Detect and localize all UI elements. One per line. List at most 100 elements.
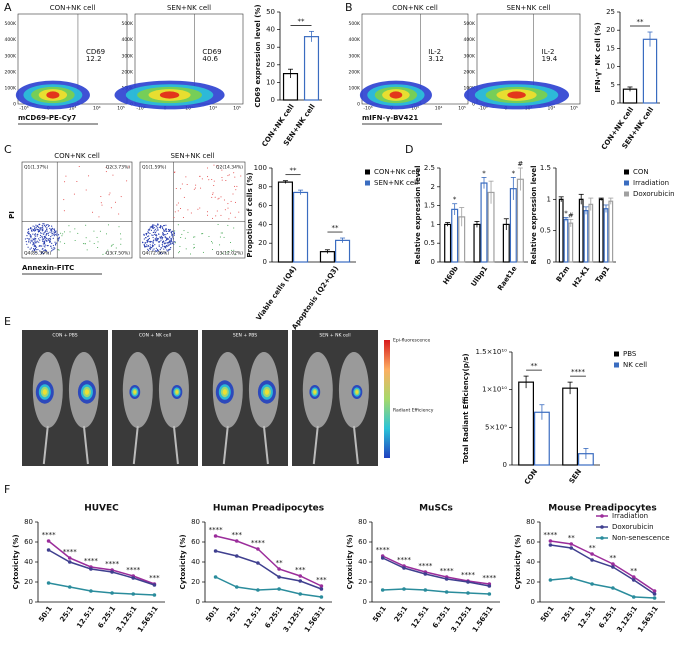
event-dot <box>207 214 209 216</box>
event-dot <box>212 242 214 244</box>
flow-y-tick: 500K <box>463 21 476 27</box>
event-dot <box>164 237 166 239</box>
y-tick-label: 20 <box>358 578 367 586</box>
flow-x-tick: 10⁴ <box>209 106 217 112</box>
data-point <box>548 578 553 582</box>
event-dot <box>195 184 197 186</box>
event-dot <box>150 229 152 231</box>
y-tick-label: 60 <box>258 202 267 210</box>
flow-y-tick: 400K <box>463 37 476 43</box>
flow-y-tick: 500K <box>348 21 361 27</box>
event-dot <box>225 180 227 182</box>
event-dot <box>45 234 47 236</box>
data-point <box>67 585 72 589</box>
event-dot <box>48 234 50 237</box>
event-dot <box>74 239 76 241</box>
event-dot <box>234 176 236 178</box>
x-tick-label: H60b <box>442 265 460 286</box>
event-dot <box>162 242 164 244</box>
y-tick-label: 5×10⁹ <box>485 423 507 431</box>
event-dot <box>163 230 165 232</box>
mouse-tail <box>42 425 49 465</box>
significance-label: **** <box>440 567 455 575</box>
event-dot <box>34 245 37 247</box>
data-point <box>46 581 51 585</box>
gate-name: CD69 <box>202 48 221 56</box>
series-line <box>382 555 490 585</box>
event-dot <box>171 230 173 232</box>
event-dot <box>76 181 78 183</box>
event-dot <box>43 249 45 251</box>
data-point <box>652 589 657 593</box>
event-dot <box>42 229 44 231</box>
y-tick-label: 20 <box>24 578 33 586</box>
event-dot <box>74 228 76 230</box>
flow-x-tick: 10⁵ <box>117 106 125 112</box>
event-dot <box>168 249 170 251</box>
event-dot <box>26 243 28 245</box>
event-dot <box>156 238 158 240</box>
legend-label: PBS <box>623 350 637 358</box>
event-dot <box>163 224 165 227</box>
y-axis-label: Propotion of cells (%) <box>246 172 254 257</box>
event-dot <box>187 231 189 233</box>
event-dot <box>211 241 213 243</box>
series-line <box>382 588 490 595</box>
event-dot <box>213 164 215 166</box>
event-dot <box>34 227 36 229</box>
data-point <box>611 562 615 566</box>
event-dot <box>120 238 122 240</box>
x-tick-label: Apoptosis (Q2+Q3) <box>290 265 340 331</box>
image-group-label: CON + NK cell <box>139 333 171 339</box>
y-tick-label: 1.5 <box>424 202 435 210</box>
data-point <box>298 579 303 583</box>
flow-x-tick: -10³ <box>478 106 487 112</box>
event-dot <box>220 232 222 234</box>
event-dot <box>30 247 32 249</box>
data-point <box>444 577 449 581</box>
event-dot <box>144 242 146 244</box>
event-dot <box>126 180 128 182</box>
data-point <box>298 592 303 596</box>
event-dot <box>43 245 45 247</box>
flow-y-tick: 300K <box>463 53 476 59</box>
event-dot <box>164 246 166 248</box>
event-dot <box>45 239 47 242</box>
y-tick-label: 0 <box>431 258 435 266</box>
event-dot <box>51 234 53 236</box>
bar <box>583 210 589 263</box>
event-dot <box>161 226 163 228</box>
y-tick-label: 60 <box>358 538 367 546</box>
event-dot <box>42 226 44 228</box>
event-dot <box>88 175 90 177</box>
event-dot <box>61 235 63 237</box>
event-dot <box>32 238 34 240</box>
event-dot <box>105 233 107 235</box>
event-dot <box>110 245 112 247</box>
event-dot <box>221 179 223 181</box>
event-dot <box>152 240 154 242</box>
event-dot <box>213 185 215 187</box>
event-dot <box>24 238 27 240</box>
flow-y-tick: 500K <box>4 21 17 27</box>
event-dot <box>171 236 174 238</box>
event-dot <box>58 249 60 251</box>
event-dot <box>167 243 169 245</box>
quadrant-label: Q1(1.37%) <box>24 165 48 171</box>
event-dot <box>152 242 154 244</box>
event-dot <box>27 232 29 235</box>
event-dot <box>146 240 148 242</box>
event-dot <box>228 174 230 176</box>
event-dot <box>194 236 196 238</box>
event-dot <box>38 223 40 225</box>
legend-label: Non-senescence <box>612 534 670 542</box>
event-dot <box>29 242 32 244</box>
flow-x-tick: -10³ <box>363 106 372 112</box>
event-dot <box>148 237 151 240</box>
flow-plot-title: CON+NK cell <box>392 4 438 12</box>
event-dot <box>160 237 162 239</box>
event-dot <box>55 233 57 236</box>
event-dot <box>45 249 47 252</box>
event-dot <box>26 237 28 240</box>
y-axis-label: IFN-γ⁺ NK cell (%) <box>594 22 602 92</box>
